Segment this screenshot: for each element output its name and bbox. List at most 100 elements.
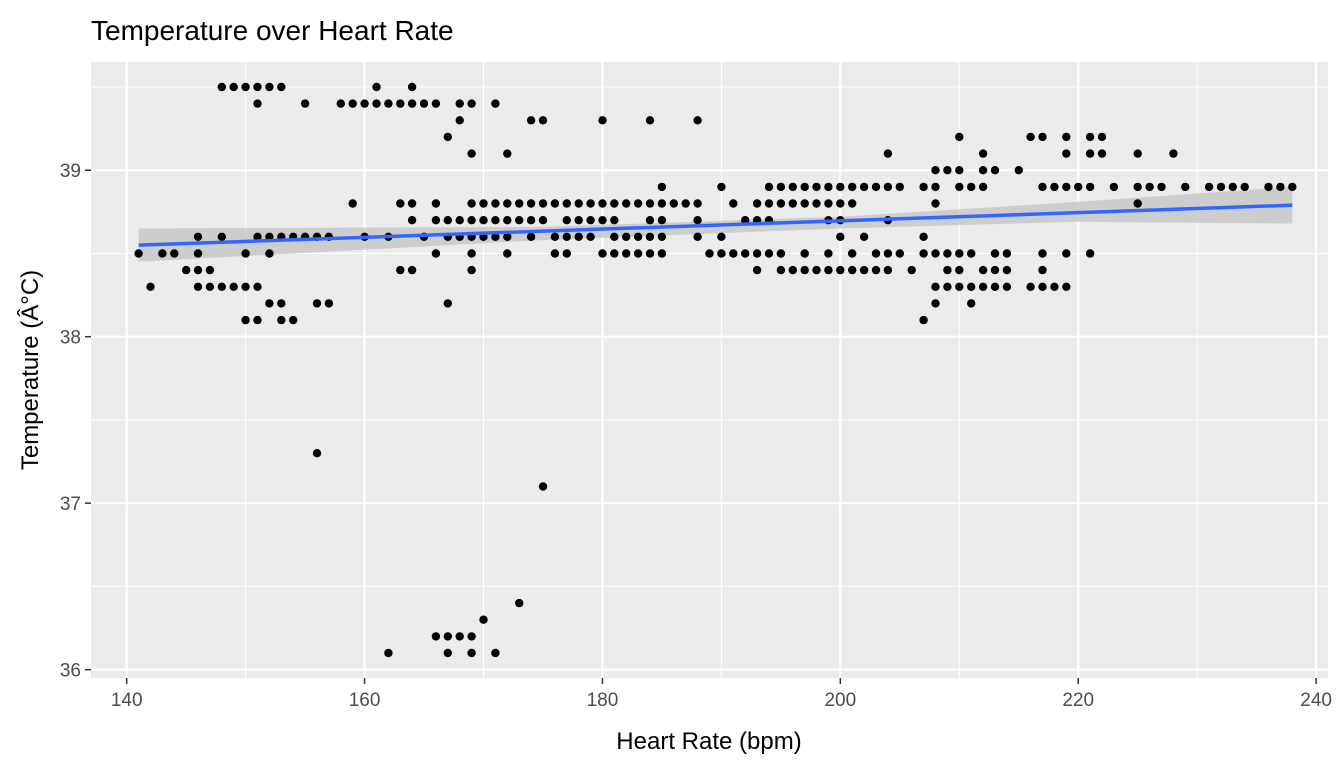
data-point xyxy=(919,249,928,258)
data-point xyxy=(277,299,286,308)
data-point xyxy=(741,216,750,225)
data-point xyxy=(479,615,488,624)
data-point xyxy=(848,182,857,192)
data-point xyxy=(669,199,678,208)
data-point xyxy=(503,199,512,208)
data-point xyxy=(241,249,250,258)
data-point xyxy=(550,232,560,241)
data-point xyxy=(1038,182,1047,192)
data-point xyxy=(990,249,1000,258)
data-point xyxy=(931,182,940,192)
x-tick-label: 180 xyxy=(587,690,619,711)
data-point xyxy=(978,166,988,175)
data-point xyxy=(1062,249,1071,258)
data-point xyxy=(467,149,476,158)
data-point xyxy=(955,132,964,142)
data-point xyxy=(812,265,821,275)
data-point xyxy=(836,265,845,275)
data-point xyxy=(265,299,274,308)
data-point xyxy=(645,232,655,241)
data-point xyxy=(1002,282,1012,291)
data-point xyxy=(193,282,203,291)
data-point xyxy=(372,99,381,108)
data-point xyxy=(503,216,512,225)
data-point xyxy=(883,265,893,275)
data-point xyxy=(407,216,417,225)
data-point xyxy=(1288,182,1297,192)
data-point xyxy=(562,232,571,241)
data-point xyxy=(645,249,655,258)
data-point xyxy=(931,166,940,175)
data-point xyxy=(1050,282,1059,291)
data-point xyxy=(574,216,583,225)
data-point xyxy=(598,116,607,125)
data-point xyxy=(943,166,952,175)
data-point xyxy=(990,265,1000,275)
data-point xyxy=(776,199,786,208)
data-point xyxy=(407,82,417,92)
data-point xyxy=(491,99,500,108)
data-point xyxy=(170,249,179,258)
data-point xyxy=(241,82,250,92)
data-point xyxy=(859,265,869,275)
data-point xyxy=(1228,182,1238,192)
x-tick-label: 140 xyxy=(111,690,143,711)
data-point xyxy=(633,232,643,241)
data-point xyxy=(467,249,476,258)
data-point xyxy=(764,199,774,208)
data-point xyxy=(253,82,262,92)
data-point xyxy=(455,632,464,641)
data-point xyxy=(431,216,441,225)
data-point xyxy=(1062,132,1071,142)
data-point xyxy=(598,216,607,225)
data-point xyxy=(443,299,452,308)
data-point xyxy=(610,199,619,208)
data-point xyxy=(443,216,452,225)
data-point xyxy=(610,232,619,241)
data-point xyxy=(479,199,488,208)
data-point xyxy=(764,249,774,258)
major-gridlines xyxy=(91,62,1328,678)
y-tick-label: 39 xyxy=(60,161,81,182)
data-point xyxy=(1097,149,1107,158)
data-point xyxy=(443,632,452,641)
data-point xyxy=(967,299,976,308)
data-point xyxy=(741,249,750,258)
data-point xyxy=(182,265,191,275)
data-point xyxy=(360,99,369,108)
data-point xyxy=(859,232,869,241)
data-point xyxy=(396,265,405,275)
data-point xyxy=(919,315,928,325)
data-point xyxy=(467,648,476,658)
data-point xyxy=(1002,249,1012,258)
data-point xyxy=(848,249,857,258)
data-point xyxy=(562,249,571,258)
data-point xyxy=(586,232,595,241)
data-point xyxy=(824,265,833,275)
data-point xyxy=(277,315,286,325)
y-axis: 36 37 38 39 xyxy=(60,161,91,682)
data-point xyxy=(752,199,762,208)
data-point xyxy=(419,99,429,108)
data-point xyxy=(1097,132,1107,142)
x-axis-title: Heart Rate (bpm) xyxy=(616,728,801,755)
data-point xyxy=(1181,182,1190,192)
data-point xyxy=(348,99,357,108)
data-point xyxy=(467,216,476,225)
data-point xyxy=(372,82,381,92)
data-point xyxy=(1157,182,1166,192)
minor-gridlines xyxy=(91,62,1328,678)
data-point xyxy=(943,249,952,258)
data-point xyxy=(1216,182,1226,192)
data-point xyxy=(729,199,738,208)
data-point xyxy=(645,216,655,225)
data-point xyxy=(955,166,964,175)
data-point xyxy=(598,199,607,208)
data-point xyxy=(431,249,441,258)
data-point xyxy=(705,249,714,258)
data-point xyxy=(776,182,786,192)
data-point xyxy=(693,232,702,241)
data-point xyxy=(407,99,417,108)
data-point xyxy=(217,82,226,92)
data-point xyxy=(467,199,476,208)
